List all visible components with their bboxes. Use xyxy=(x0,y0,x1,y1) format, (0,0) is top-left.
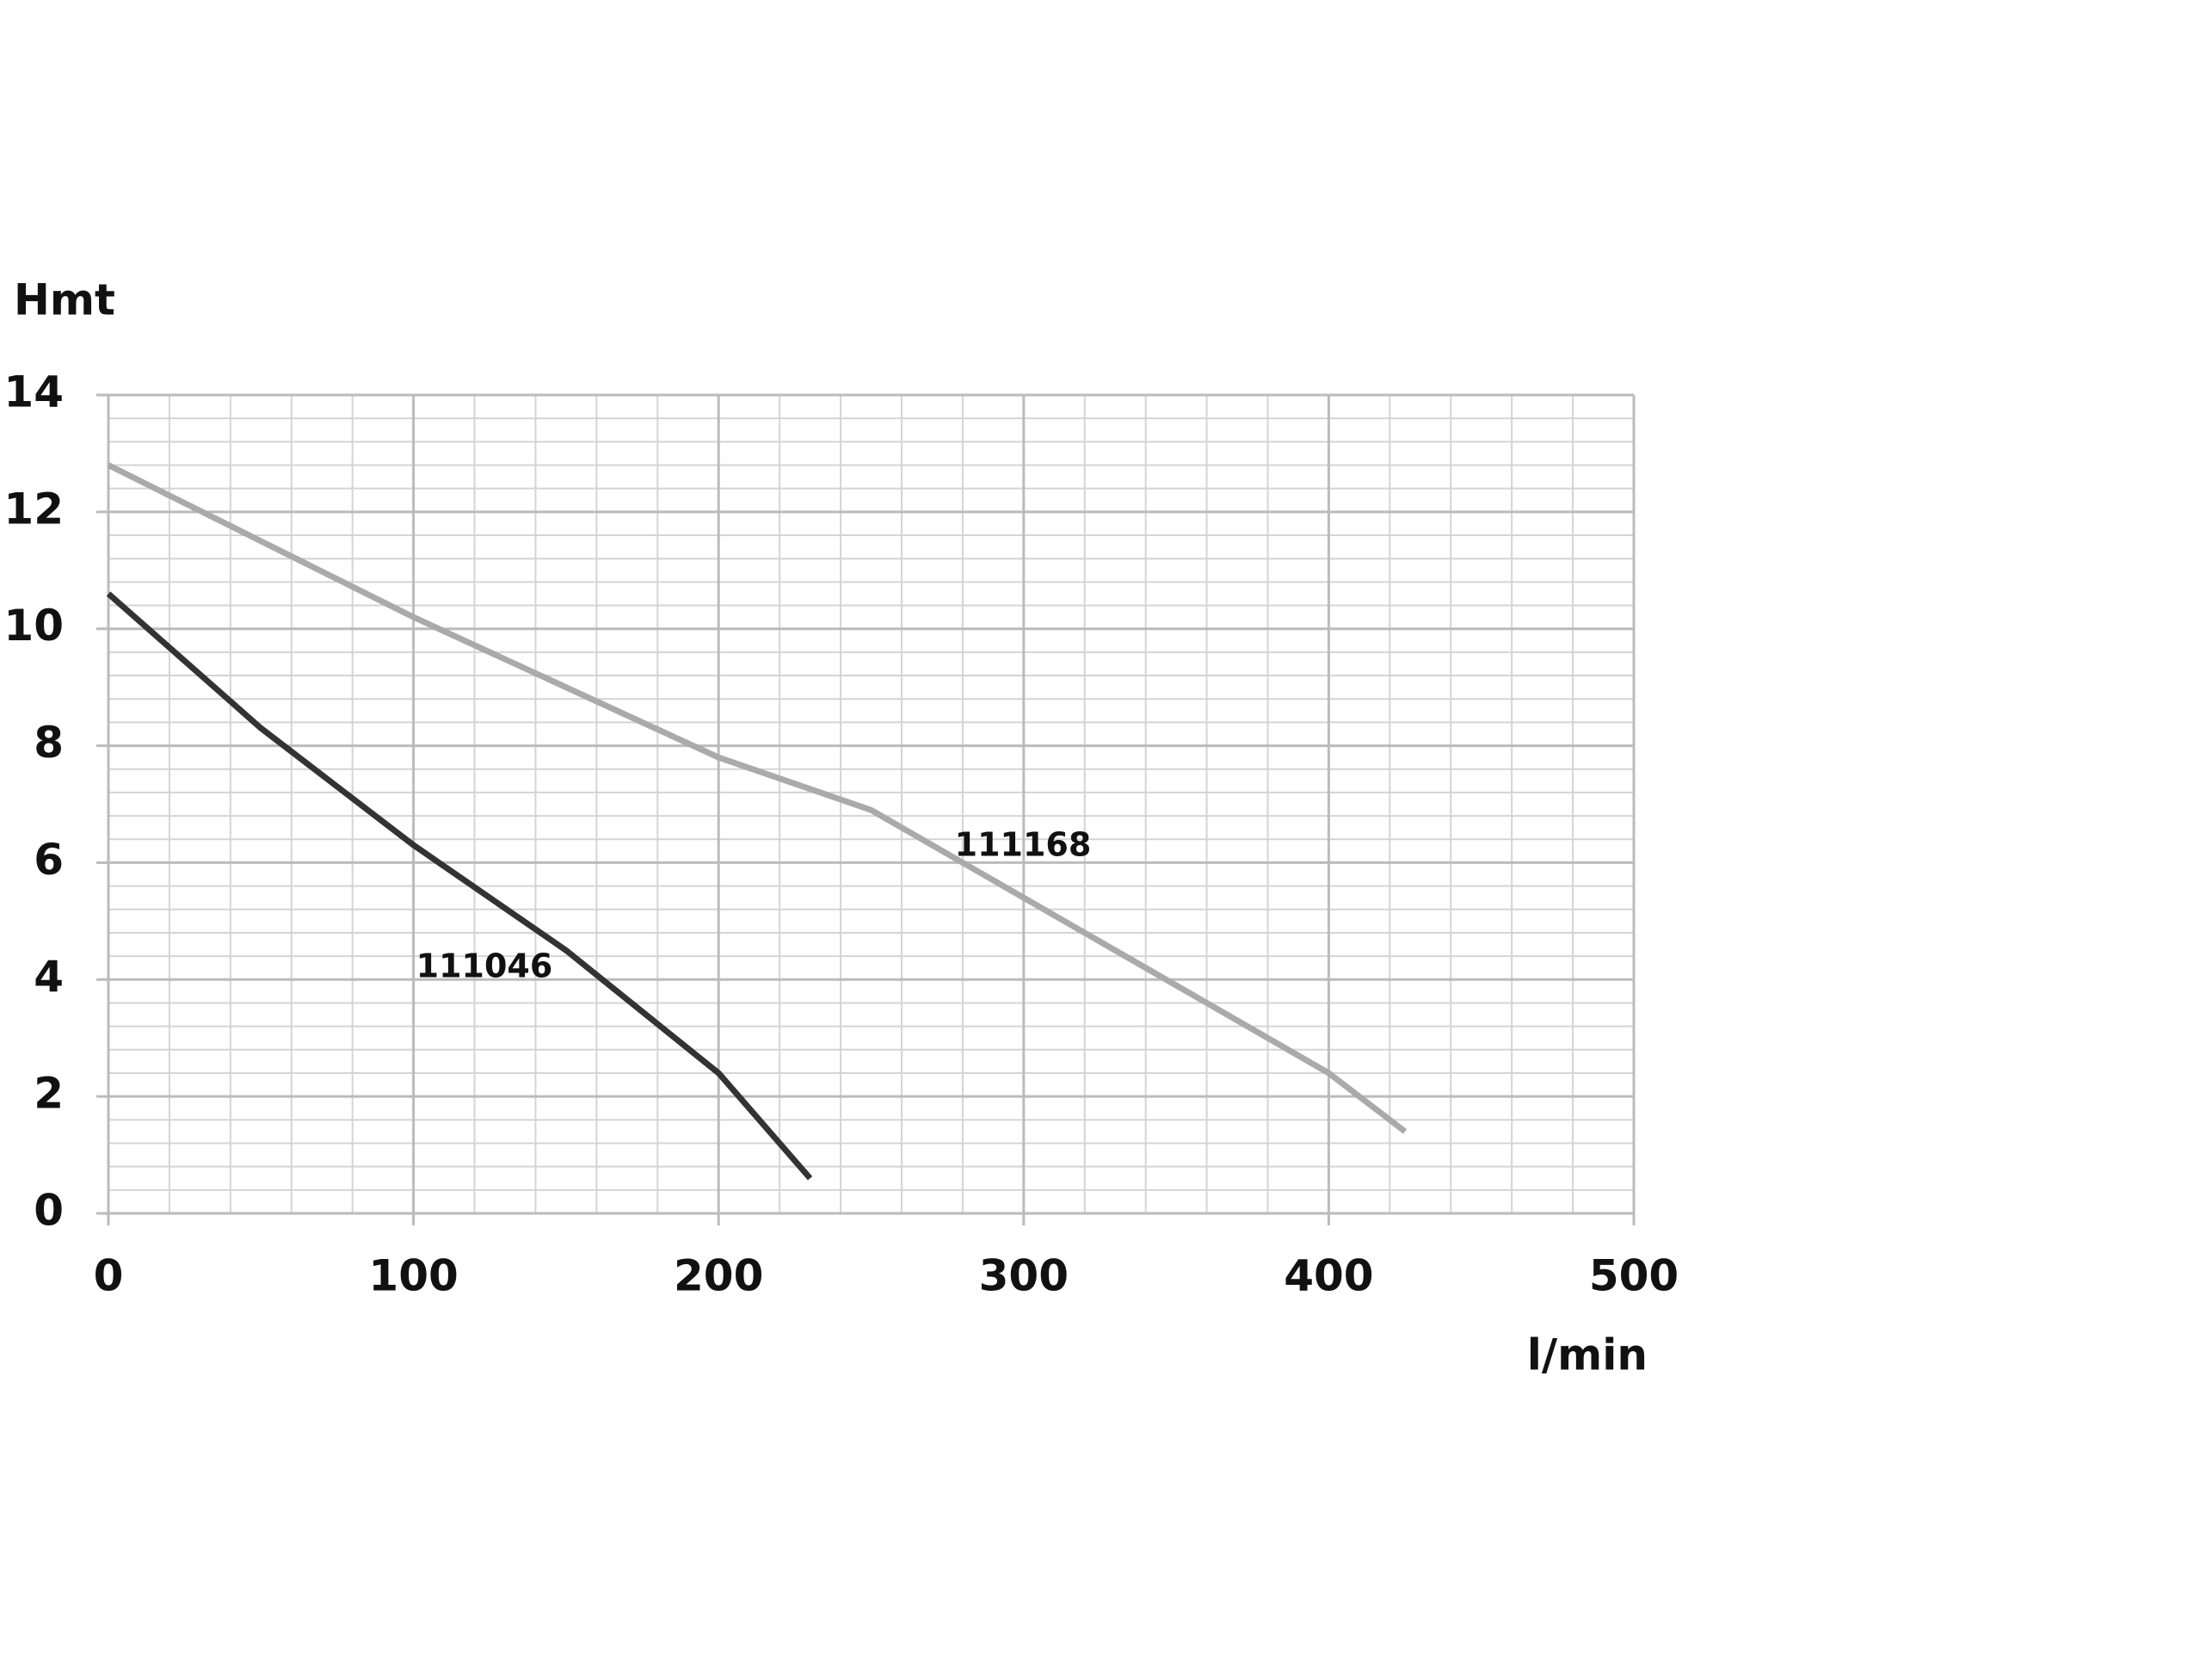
x-tick-label: 500 xyxy=(1589,1251,1679,1301)
x-tick-label: 0 xyxy=(94,1251,124,1301)
y-tick-label: 0 xyxy=(34,1186,64,1236)
y-tick-label: 14 xyxy=(3,367,64,417)
x-tick-label: 400 xyxy=(1284,1251,1373,1301)
series-line xyxy=(107,462,1408,1134)
x-tick-label: 100 xyxy=(368,1251,458,1301)
y-tick-label: 4 xyxy=(34,952,64,1002)
y-tick-label: 12 xyxy=(3,484,64,534)
x-tick-label: 300 xyxy=(979,1251,1069,1301)
y-tick-label: 2 xyxy=(34,1069,64,1119)
x-axis-label: l/min xyxy=(1527,1330,1648,1380)
series-label: 111046 xyxy=(416,947,553,985)
series-line xyxy=(106,591,813,1181)
y-tick-label: 10 xyxy=(3,601,64,651)
y-tick-label: 6 xyxy=(34,835,64,885)
series-label: 111168 xyxy=(955,826,1092,864)
y-axis-label: Hmt xyxy=(14,275,115,325)
y-tick-label: 8 xyxy=(34,718,64,768)
x-tick-label: 200 xyxy=(674,1251,763,1301)
